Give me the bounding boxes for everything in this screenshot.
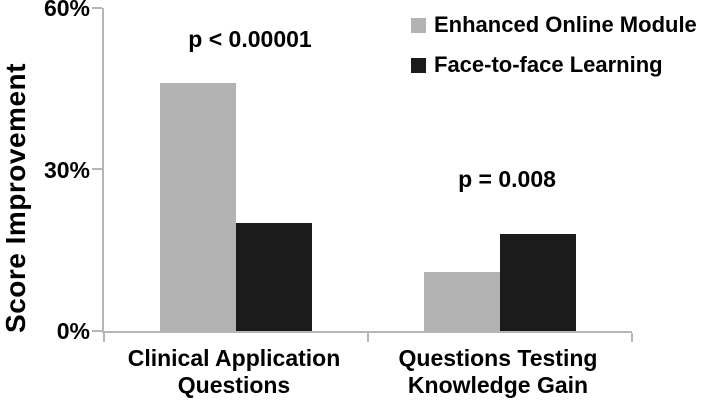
x-tick-mark	[631, 333, 633, 342]
legend-item: Face-to-face Learning	[411, 51, 697, 79]
bar-face-to-face-cat1	[500, 234, 576, 331]
legend-label: Enhanced Online Module	[434, 12, 697, 37]
category-label-line: Questions	[177, 372, 291, 398]
y-tick-mark	[92, 168, 102, 170]
category-label-line: Questions Testing	[398, 345, 598, 371]
y-tick-label: 0%	[56, 318, 90, 344]
category-label-line: Knowledge Gain	[407, 372, 589, 398]
bar-online-cat0	[160, 83, 236, 331]
p-value-annotation: p < 0.00001	[188, 26, 312, 52]
y-tick-mark	[92, 330, 102, 332]
y-axis-title: Score Improvement	[0, 63, 31, 333]
y-tick-label: 30%	[43, 157, 90, 183]
x-tick-mark	[367, 333, 369, 342]
category-label: Clinical Application Questions	[84, 345, 384, 399]
category-label: Questions Testing Knowledge Gain	[348, 345, 648, 399]
y-tick-mark	[92, 7, 102, 9]
category-label-line: Clinical Application	[127, 345, 341, 371]
bar-face-to-face-cat0	[236, 223, 312, 331]
plot-area	[92, 7, 633, 342]
legend: Enhanced Online Module Face-to-face Learn…	[411, 11, 697, 91]
x-tick-mark	[103, 333, 105, 342]
y-tick-label: 60%	[43, 0, 90, 21]
legend-label: Face-to-face Learning	[434, 52, 663, 77]
legend-swatch-icon	[411, 17, 426, 33]
legend-swatch-icon	[411, 57, 426, 73]
legend-item: Enhanced Online Module	[411, 11, 697, 39]
bar-online-cat1	[424, 272, 500, 331]
p-value-annotation: p = 0.008	[458, 166, 556, 192]
